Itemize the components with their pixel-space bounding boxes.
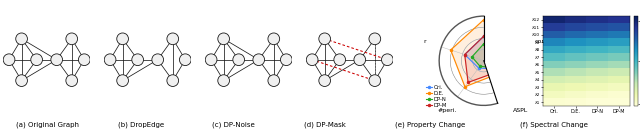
Circle shape — [205, 54, 217, 66]
Text: (e) Property Change: (e) Property Change — [395, 122, 465, 129]
Circle shape — [369, 75, 381, 86]
Circle shape — [369, 33, 381, 45]
Circle shape — [66, 75, 77, 86]
Text: (f) Spectral Change: (f) Spectral Change — [520, 122, 588, 129]
Polygon shape — [465, 36, 505, 69]
Circle shape — [354, 54, 365, 66]
Circle shape — [307, 54, 318, 66]
Circle shape — [179, 54, 191, 66]
Circle shape — [16, 75, 28, 86]
Circle shape — [253, 54, 264, 66]
Text: (b) DropEdge: (b) DropEdge — [118, 122, 164, 129]
Circle shape — [79, 54, 90, 66]
Text: (d) DP-Mask: (d) DP-Mask — [304, 122, 346, 129]
Circle shape — [334, 54, 346, 66]
Circle shape — [233, 54, 244, 66]
Text: (c) DP-Noise: (c) DP-Noise — [212, 122, 255, 129]
Circle shape — [167, 75, 179, 86]
Circle shape — [51, 54, 63, 66]
Polygon shape — [465, 36, 521, 82]
Circle shape — [31, 54, 42, 66]
Circle shape — [268, 75, 280, 86]
Text: (a) Original Graph: (a) Original Graph — [17, 122, 79, 129]
Circle shape — [218, 75, 230, 86]
Circle shape — [319, 75, 330, 86]
Circle shape — [268, 33, 280, 45]
Circle shape — [16, 33, 28, 45]
Circle shape — [116, 33, 129, 45]
Polygon shape — [472, 44, 503, 67]
Circle shape — [116, 75, 129, 86]
Circle shape — [381, 54, 393, 66]
Circle shape — [280, 54, 292, 66]
Circle shape — [104, 54, 116, 66]
Circle shape — [167, 33, 179, 45]
Circle shape — [218, 33, 230, 45]
Circle shape — [132, 54, 143, 66]
Legend: Ori., D.E., DP-N, DP-M: Ori., D.E., DP-N, DP-M — [426, 85, 447, 108]
Circle shape — [152, 54, 164, 66]
Polygon shape — [451, 20, 508, 87]
Circle shape — [66, 33, 77, 45]
Circle shape — [319, 33, 330, 45]
Circle shape — [3, 54, 15, 66]
